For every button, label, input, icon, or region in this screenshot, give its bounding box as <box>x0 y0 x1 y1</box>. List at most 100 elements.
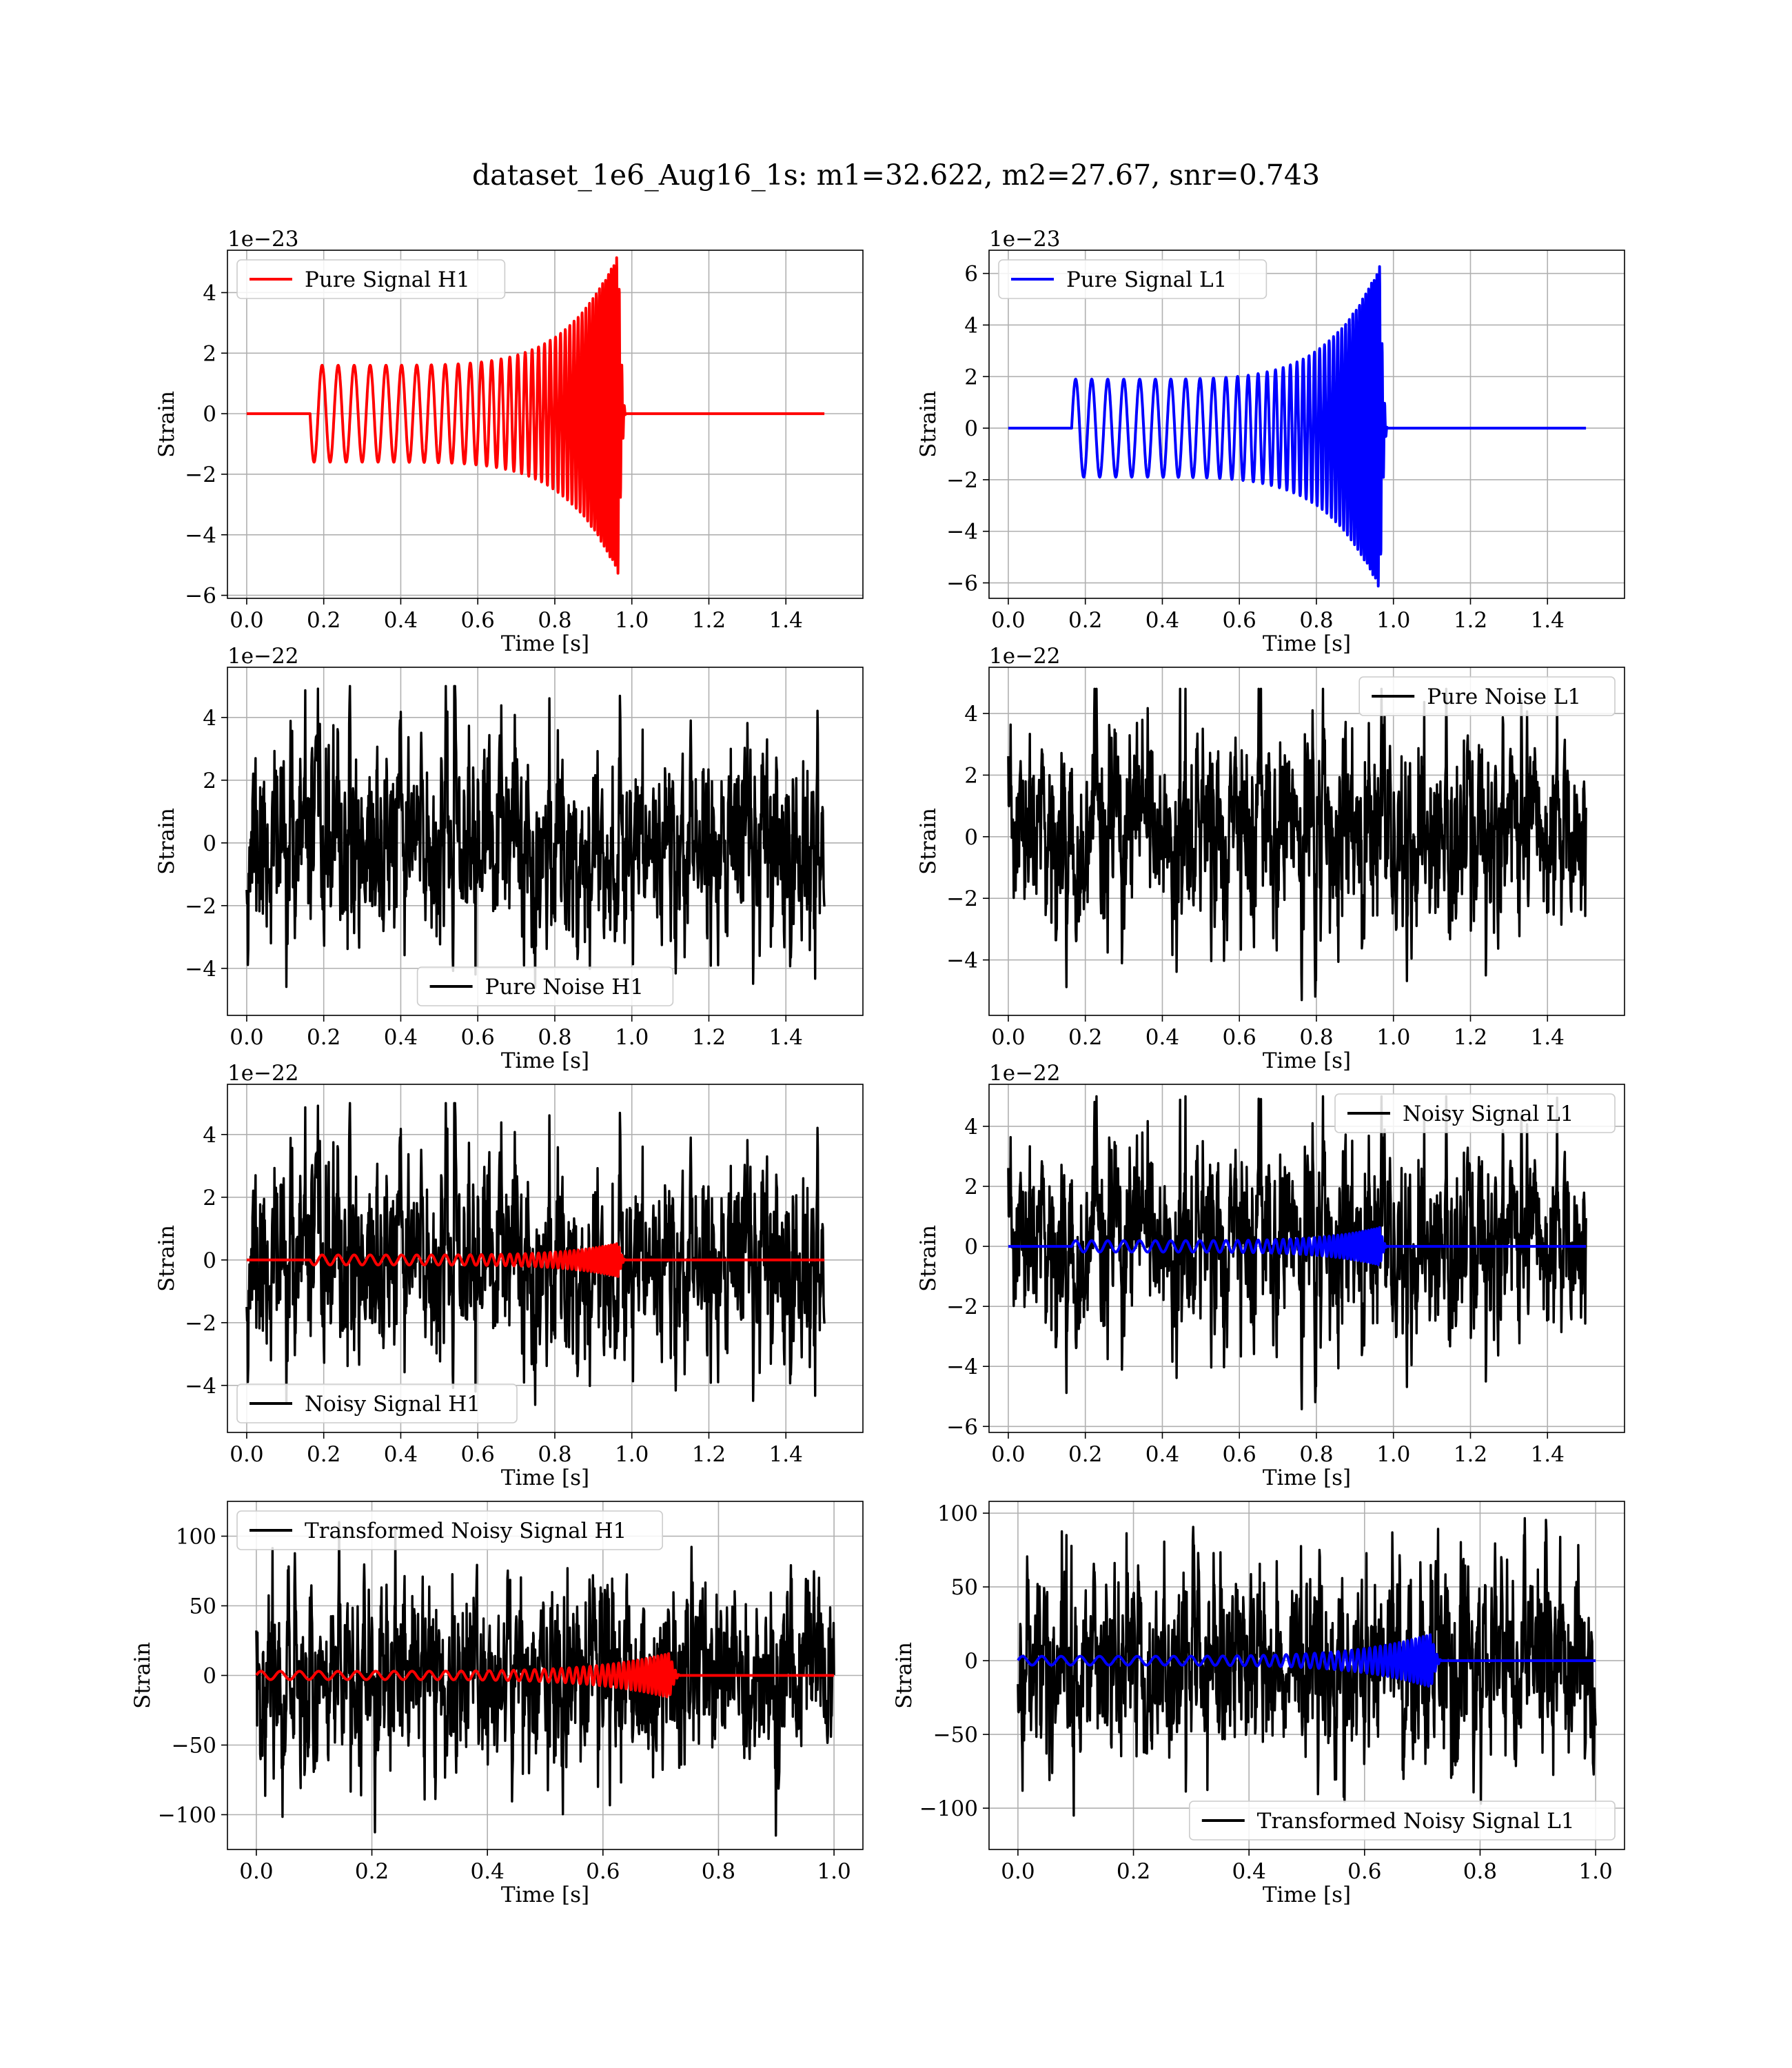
offset-text: 1e−23 <box>989 227 1061 252</box>
y-tick-label: 4 <box>964 1115 978 1139</box>
subplot-grid: 0.0 0.2 0.4 0.6 0.8 1.0 1.2 1.4 −6 −4 −2 0 2 4 Time [s… <box>130 227 1625 1907</box>
y-axis-label: Strain <box>154 1225 179 1292</box>
x-tick-label: 0.4 <box>384 1442 418 1467</box>
legend-box <box>1358 676 1616 716</box>
y-tick-label: 4 <box>203 281 216 305</box>
y-tick-label: 6 <box>964 262 978 287</box>
x-tick-label: 0.0 <box>991 1025 1025 1050</box>
legend: Noisy Signal H1 <box>236 1383 518 1423</box>
x-tick-label: 0.2 <box>1068 1442 1102 1467</box>
subplot-4: 0.0 0.2 0.4 0.6 0.8 1.0 1.2 1.4 −4 −2 0 2 4 Time [s] S… <box>916 644 1625 1073</box>
y-axis-label: Strain <box>916 391 941 458</box>
x-tick-label: 0.0 <box>991 1442 1025 1467</box>
x-tick-label: 0.2 <box>307 608 340 633</box>
x-tick-label: 0.8 <box>1463 1859 1497 1884</box>
offset-text: 1e−23 <box>227 227 299 252</box>
x-tick-label: 0.0 <box>1001 1859 1035 1884</box>
legend-box <box>416 966 674 1006</box>
y-tick-label: −6 <box>946 1415 978 1439</box>
x-tick-label: 1.2 <box>1454 1442 1487 1467</box>
y-tick-label: 100 <box>937 1501 978 1526</box>
legend: Transformed Noisy Signal L1 <box>1189 1801 1616 1841</box>
axes-frame <box>988 250 1625 599</box>
x-tick-label: 0.4 <box>1232 1859 1266 1884</box>
y-tick-label: 2 <box>203 1186 216 1210</box>
x-tick-label: 0.6 <box>586 1859 620 1884</box>
y-tick-label: −2 <box>185 463 216 487</box>
x-axis-label: Time [s] <box>1263 1883 1351 1907</box>
subplot-8: 0.0 0.2 0.4 0.6 0.8 1.0 −100 −50 0 50 100 Time [s] S… <box>892 1501 1625 1907</box>
x-tick-label: 0.2 <box>1068 1025 1102 1050</box>
y-tick-label: −4 <box>946 949 978 973</box>
subplot-6: 0.0 0.2 0.4 0.6 0.8 1.0 1.2 1.4 −6 −4 −2 0 2 4 Time [s… <box>916 1061 1625 1490</box>
x-tick-label: 0.8 <box>538 1442 571 1467</box>
x-tick-label: 0.6 <box>461 608 495 633</box>
y-tick-label: −100 <box>919 1796 978 1821</box>
y-tick-label: −4 <box>185 523 216 548</box>
x-tick-label: 0.0 <box>239 1859 273 1884</box>
x-tick-label: 1.0 <box>1376 1442 1410 1467</box>
y-tick-label: 0 <box>203 1664 216 1689</box>
x-tick-label: 0.6 <box>1223 1442 1256 1467</box>
x-tick-label: 1.0 <box>615 1025 649 1050</box>
x-tick-label: 0.0 <box>230 1025 263 1050</box>
series-line-pure-noise-l1 <box>1007 687 1587 1002</box>
series-group <box>245 256 826 575</box>
y-axis-label: Strain <box>892 1642 917 1709</box>
y-tick-label: −2 <box>946 1295 978 1319</box>
series-line-signal-overlay <box>1017 1633 1597 1688</box>
x-tick-label: 0.6 <box>1347 1859 1381 1884</box>
x-axis-label: Time [s] <box>501 1466 589 1490</box>
x-tick-label: 1.2 <box>692 1442 726 1467</box>
legend-box <box>1189 1801 1616 1841</box>
figure-title: dataset_1e6_Aug16_1s: m1=32.622, m2=27.6… <box>472 159 1320 192</box>
x-tick-label: 1.4 <box>769 1442 803 1467</box>
x-tick-label: 0.4 <box>384 1025 418 1050</box>
series-line-transformed-noisy-signal-h1 <box>255 1521 835 1837</box>
x-tick-label: 0.0 <box>991 608 1025 633</box>
x-tick-label: 0.8 <box>1299 1442 1333 1467</box>
x-axis-label: Time [s] <box>501 631 589 656</box>
y-tick-label: 0 <box>964 825 978 850</box>
legend-label: Transformed Noisy Signal H1 <box>305 1519 627 1543</box>
x-axis-label: Time [s] <box>1263 1048 1351 1073</box>
y-tick-label: 0 <box>203 831 216 856</box>
legend-label: Pure Noise L1 <box>1427 685 1581 709</box>
x-axis-label: Time [s] <box>1263 631 1351 656</box>
x-tick-label: 0.4 <box>471 1859 505 1884</box>
series-group <box>245 685 826 989</box>
series-line-signal-overlay <box>1007 1226 1587 1266</box>
x-tick-label: 0.4 <box>1146 1442 1179 1467</box>
legend-label: Pure Signal L1 <box>1066 267 1227 292</box>
legend: Noisy Signal L1 <box>1334 1093 1616 1133</box>
x-tick-label: 0.6 <box>1223 1025 1256 1050</box>
x-tick-label: 1.2 <box>1454 608 1487 633</box>
legend: Pure Signal L1 <box>998 259 1267 299</box>
y-tick-label: 0 <box>964 1649 978 1674</box>
x-tick-label: 1.0 <box>1578 1859 1612 1884</box>
series-group <box>1007 1095 1587 1410</box>
y-tick-label: 2 <box>203 341 216 366</box>
series-group <box>1007 687 1587 1002</box>
series-group <box>245 1102 826 1406</box>
y-axis-label: Strain <box>916 808 941 875</box>
x-tick-label: 0.4 <box>1146 608 1179 633</box>
series-line-noisy-signal-h1 <box>245 1102 826 1406</box>
y-tick-label: −6 <box>946 571 978 596</box>
y-tick-label: −50 <box>933 1723 978 1747</box>
x-tick-label: 0.6 <box>461 1442 495 1467</box>
legend-label: Pure Noise H1 <box>485 975 644 1000</box>
x-tick-label: 1.4 <box>1531 1442 1565 1467</box>
x-tick-label: 0.8 <box>702 1859 735 1884</box>
series-group <box>255 1521 835 1837</box>
y-tick-label: 0 <box>964 1235 978 1259</box>
x-tick-label: 0.2 <box>307 1025 340 1050</box>
series-line-transformed-noisy-signal-l1 <box>1017 1517 1597 1817</box>
legend: Pure Noise L1 <box>1358 676 1616 716</box>
x-tick-label: 1.2 <box>1454 1025 1487 1050</box>
y-tick-label: −2 <box>946 886 978 911</box>
y-axis-label: Strain <box>154 391 179 458</box>
series-line-pure-signal-l1 <box>1007 265 1587 588</box>
legend-label: Noisy Signal L1 <box>1403 1102 1574 1126</box>
